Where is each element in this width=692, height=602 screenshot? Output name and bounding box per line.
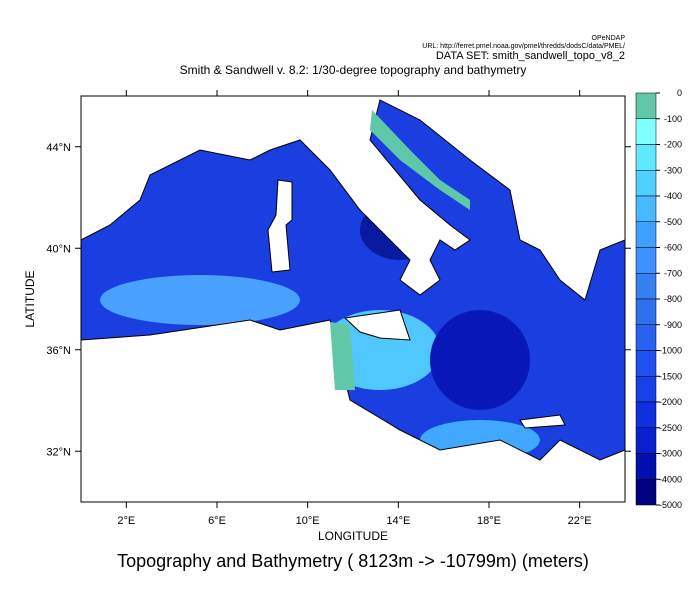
colorbar-label: -200	[664, 140, 682, 150]
chart-title: Smith & Sandwell v. 8.2: 1/30-degree top…	[180, 63, 527, 77]
plot-frame	[80, 95, 626, 503]
x-tick-label: 2°E	[117, 515, 135, 527]
colorbar-box	[635, 118, 657, 145]
colorbar-label: 0	[677, 88, 682, 98]
y-tick-label: 40°N	[46, 243, 71, 255]
colorbar-box	[635, 273, 657, 300]
x-tick-label: 18°E	[477, 515, 501, 527]
colorbar-box	[635, 401, 657, 428]
url: URL: http://ferret.pmel.noaa.gov/pmel/th…	[422, 43, 625, 50]
dataset: DATA SET: smith_sandwell_topo_v8_2	[436, 50, 625, 62]
colorbar-label: -1500	[659, 371, 682, 381]
server: OPeNDAP	[592, 35, 626, 42]
colorbar-label: -900	[664, 320, 682, 330]
caption: Topography and Bathymetry ( 8123m -> -10…	[117, 551, 589, 571]
map	[80, 95, 626, 503]
x-label: LONGITUDE	[318, 529, 388, 543]
x-tick-label: 14°E	[386, 515, 410, 527]
x-tick-label: 10°E	[296, 515, 320, 527]
colorbar-box	[635, 221, 657, 248]
colorbar-box	[635, 376, 657, 403]
colorbar-box	[635, 247, 657, 274]
colorbar-label: -3000	[659, 449, 682, 459]
x-tick-label: 22°E	[568, 515, 592, 527]
y-label: LATITUDE	[23, 270, 37, 327]
colorbar-box	[635, 453, 657, 480]
colorbar-box	[635, 92, 657, 119]
colorbar-label: -500	[664, 217, 682, 227]
y-tick-label: 32°N	[46, 446, 71, 458]
x-tick-label: 6°E	[208, 515, 226, 527]
colorbar-box	[635, 324, 657, 351]
colorbar-box	[635, 298, 657, 325]
colorbar-label: -1000	[659, 346, 682, 356]
colorbar-box	[635, 427, 657, 454]
colorbar-label: -2500	[659, 423, 682, 433]
colorbar-box	[635, 350, 657, 377]
colorbar-box	[635, 144, 657, 171]
colorbar-label: -800	[664, 294, 682, 304]
colorbar-box	[635, 195, 657, 222]
colorbar-box	[635, 479, 657, 506]
colorbar-label: -700	[664, 268, 682, 278]
colorbar-label: -600	[664, 243, 682, 253]
y-tick-label: 44°N	[46, 142, 71, 154]
colorbar-label: -5000	[659, 500, 682, 510]
y-tick-label: 36°N	[46, 345, 71, 357]
colorbar-label: -2000	[659, 397, 682, 407]
colorbar-label: -400	[664, 191, 682, 201]
colorbar-box	[635, 170, 657, 197]
colorbar-label: -4000	[659, 474, 682, 484]
colorbar-label: -100	[664, 114, 682, 124]
colorbar-label: -300	[664, 165, 682, 175]
